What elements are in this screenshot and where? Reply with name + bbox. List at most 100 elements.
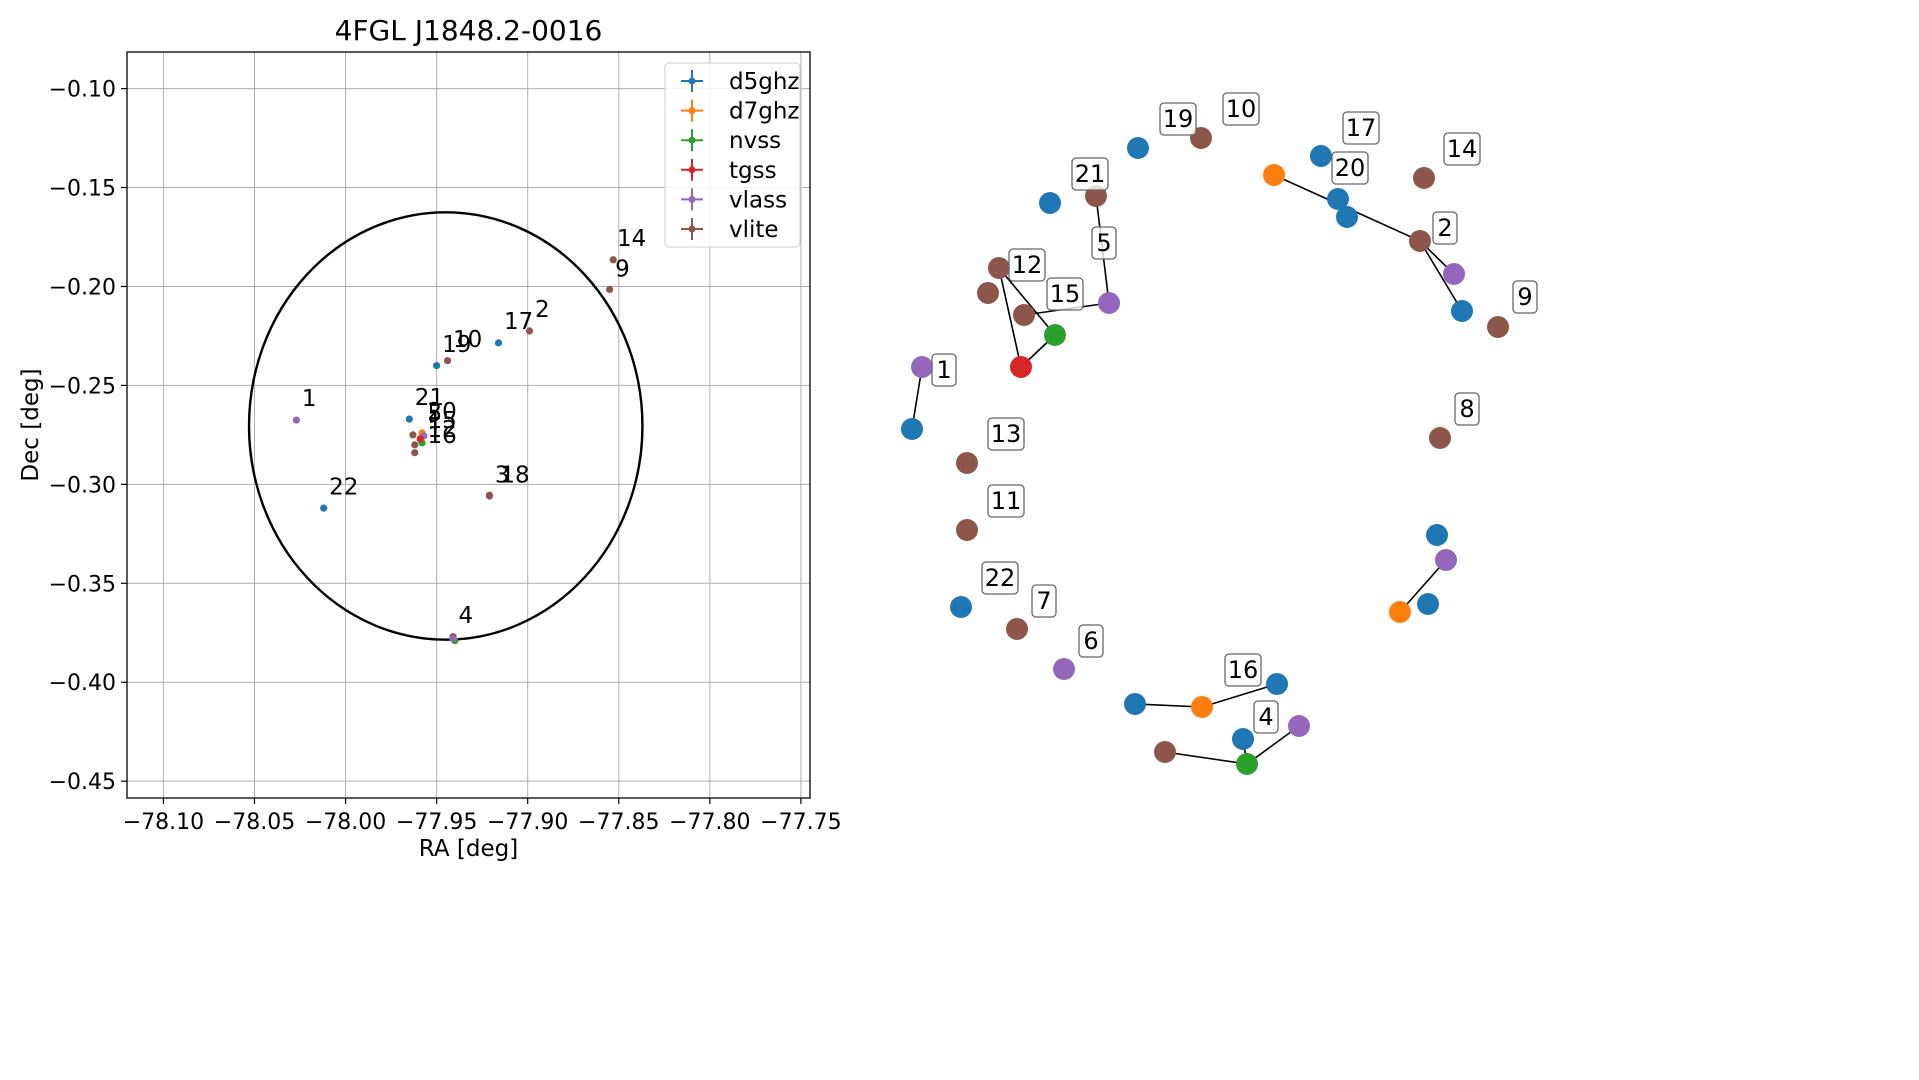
point-label: 14 bbox=[617, 226, 646, 252]
point-label: 22 bbox=[329, 474, 358, 500]
network-node-vlite bbox=[1013, 304, 1035, 326]
network-label-box bbox=[1253, 700, 1279, 734]
network-node-vlite bbox=[1487, 316, 1509, 338]
point-vlite bbox=[443, 357, 452, 365]
network-label: 14 bbox=[1447, 135, 1478, 163]
network-label: 15 bbox=[1050, 280, 1081, 308]
legend-box bbox=[664, 62, 801, 248]
network-node-vlass bbox=[1443, 263, 1465, 285]
network-node-d5ghz bbox=[1039, 192, 1061, 214]
legend-marker-dot bbox=[688, 225, 696, 233]
point-vlite bbox=[411, 449, 419, 457]
network-node-vlass bbox=[911, 356, 933, 378]
network-node-vlite bbox=[988, 257, 1010, 279]
point-label: 10 bbox=[453, 327, 482, 353]
network-node-d7ghz bbox=[1191, 696, 1213, 718]
network-node-d7ghz bbox=[1389, 601, 1411, 623]
network-node-d5ghz bbox=[1124, 693, 1146, 715]
network-label: 17 bbox=[1346, 114, 1377, 142]
point-d5ghz bbox=[320, 504, 328, 512]
network-node-d5ghz bbox=[1310, 145, 1332, 167]
point-label: 20 bbox=[428, 399, 457, 425]
network-nodes bbox=[901, 127, 1509, 775]
point-d5ghz bbox=[494, 339, 503, 347]
point-vlite bbox=[609, 256, 617, 264]
legend-entry-nvss: nvss bbox=[729, 128, 781, 154]
network-label: 12 bbox=[1012, 251, 1043, 279]
x-axis-title: RA [deg] bbox=[419, 836, 518, 862]
point-d5ghz bbox=[433, 362, 441, 370]
legend-entry-vlite: vlite bbox=[729, 217, 779, 243]
point-label: 4 bbox=[458, 603, 473, 629]
network-label-box bbox=[1224, 653, 1262, 687]
network-node-d5ghz bbox=[1417, 593, 1439, 615]
network-edge bbox=[998, 267, 1022, 368]
network-node-tgss bbox=[1010, 356, 1032, 378]
y-tick-label: −0.10 bbox=[49, 78, 116, 103]
point-vlite bbox=[485, 491, 494, 499]
network-node-d5ghz bbox=[950, 596, 972, 618]
y-tick-label: −0.35 bbox=[49, 572, 116, 597]
network-label-box bbox=[1342, 111, 1380, 145]
y-axis-title: Dec [deg] bbox=[18, 368, 44, 481]
legend-marker-dot bbox=[688, 166, 696, 174]
point-vlite bbox=[411, 441, 419, 449]
network-label: 10 bbox=[1226, 95, 1257, 123]
network-node-d5ghz bbox=[1266, 673, 1288, 695]
network-node-d5ghz bbox=[1451, 300, 1473, 322]
network-label: 11 bbox=[991, 487, 1022, 515]
network-edge bbox=[1399, 559, 1447, 613]
y-tick-label: −0.40 bbox=[49, 671, 116, 696]
point-vlite bbox=[409, 431, 417, 439]
x-tick-label: −77.90 bbox=[487, 810, 568, 835]
network-label: 16 bbox=[1228, 656, 1259, 684]
legend: d5ghz d7ghz nvss tgss vlass vlite bbox=[664, 62, 801, 248]
legend-marker-dot bbox=[688, 77, 696, 85]
point-vlite bbox=[606, 285, 614, 294]
network-node-vlass bbox=[1098, 292, 1120, 314]
legend-entry-tgss: tgss bbox=[729, 158, 777, 184]
point-label: 12 bbox=[428, 417, 457, 443]
network-edge bbox=[1164, 751, 1248, 765]
network-edge bbox=[1201, 683, 1278, 708]
network-label-box bbox=[1454, 392, 1480, 426]
network-label-box bbox=[1008, 248, 1046, 282]
network-node-d5ghz bbox=[1426, 524, 1448, 546]
x-tick-label: −78.10 bbox=[123, 810, 204, 835]
network-edge bbox=[1134, 703, 1203, 708]
network-label-box bbox=[1031, 584, 1057, 618]
point-label: 19 bbox=[442, 332, 471, 358]
point-label: 21 bbox=[415, 385, 444, 411]
point-label: 9 bbox=[615, 257, 630, 283]
x-tick-label: −77.85 bbox=[578, 810, 659, 835]
network-label-box bbox=[981, 561, 1019, 595]
network-label-box bbox=[1091, 226, 1117, 260]
network-label-box bbox=[1071, 157, 1109, 191]
network-node-d5ghz bbox=[1327, 188, 1349, 210]
x-tick-label: −77.95 bbox=[396, 810, 477, 835]
network-label-box bbox=[1078, 624, 1104, 658]
point-tgss bbox=[416, 435, 424, 443]
network-node-d7ghz bbox=[1263, 164, 1285, 186]
network-node-d5ghz bbox=[1127, 137, 1149, 159]
network-label: 5 bbox=[1096, 229, 1111, 257]
legend-marker-dot bbox=[688, 136, 696, 144]
network-edge bbox=[1419, 240, 1463, 312]
network-label: 20 bbox=[1335, 154, 1366, 182]
network-label-box bbox=[1432, 211, 1458, 245]
network-node-nvss bbox=[1044, 324, 1066, 346]
network-node-vlite bbox=[1429, 427, 1451, 449]
network-node-vlite bbox=[1006, 618, 1028, 640]
network-node-d5ghz bbox=[901, 418, 923, 440]
network-label: 13 bbox=[991, 420, 1022, 448]
plot-frame bbox=[126, 51, 811, 799]
network-node-vlite bbox=[1154, 741, 1176, 763]
point-label: 17 bbox=[504, 309, 533, 335]
network-label: 4 bbox=[1258, 703, 1273, 731]
legend-entry-d5ghz: d5ghz bbox=[729, 69, 799, 95]
legend-entry-d7ghz: d7ghz bbox=[729, 99, 799, 125]
